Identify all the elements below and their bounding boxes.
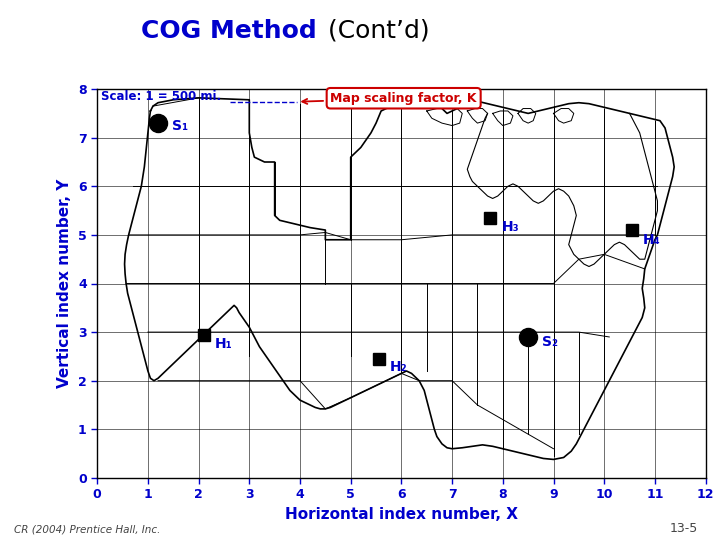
Text: CR (2004) Prentice Hall, Inc.: CR (2004) Prentice Hall, Inc. (14, 524, 161, 535)
Text: Map scaling factor, K: Map scaling factor, K (302, 92, 477, 105)
Text: H₃: H₃ (501, 220, 519, 234)
Text: H₁: H₁ (215, 337, 233, 351)
Text: COG Method: COG Method (141, 19, 317, 43)
Text: S₂: S₂ (542, 335, 558, 349)
X-axis label: Horizontal index number, X: Horizontal index number, X (285, 507, 518, 522)
Text: H₄: H₄ (643, 233, 661, 247)
Text: 13-5: 13-5 (670, 522, 698, 535)
Text: (Cont’d): (Cont’d) (320, 19, 430, 43)
Text: S₁: S₁ (172, 119, 189, 133)
Text: H₂: H₂ (390, 360, 408, 374)
Text: Scale: 1 = 500 mi.: Scale: 1 = 500 mi. (102, 90, 221, 103)
Y-axis label: Vertical index number, Y: Vertical index number, Y (58, 179, 73, 388)
